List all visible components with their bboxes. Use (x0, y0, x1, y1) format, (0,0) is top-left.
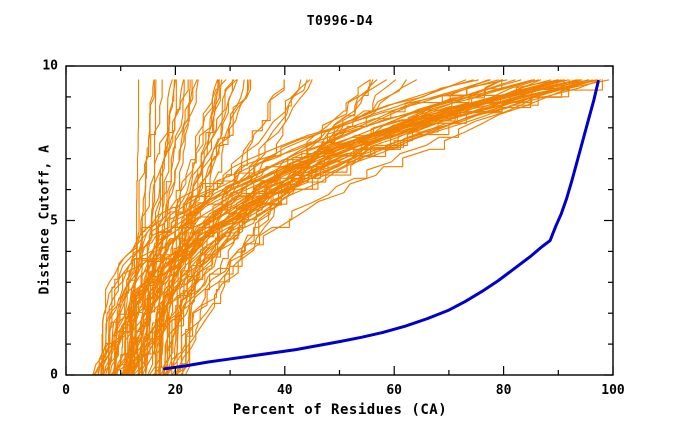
prediction-curve (174, 79, 552, 375)
axes-frame (65, 65, 614, 376)
prediction-curve (97, 79, 560, 375)
prediction-curve (116, 79, 199, 375)
prediction-curve (154, 79, 590, 375)
x-tick-label: 60 (386, 383, 403, 398)
prediction-curve (163, 79, 580, 375)
x-tick-label: 80 (495, 383, 512, 398)
prediction-curve (158, 79, 565, 375)
y-tick-label: 5 (50, 213, 58, 228)
prediction-curve (103, 79, 227, 375)
prediction-curves-layer (92, 79, 610, 375)
highlight-curve (162, 79, 600, 371)
prediction-curve (163, 79, 601, 375)
prediction-curve (141, 79, 579, 375)
prediction-curve (159, 79, 580, 375)
prediction-curve (123, 79, 177, 375)
prediction-curve (140, 79, 285, 375)
x-tick-label: 20 (167, 383, 184, 398)
y-tick-label: 0 (50, 367, 58, 383)
chart-title: T0996-D4 (306, 14, 374, 29)
prediction-curve (180, 79, 533, 375)
prediction-curve (130, 79, 569, 375)
prediction-curve (184, 79, 565, 375)
highlight-curve-layer (162, 79, 600, 371)
prediction-curve (108, 79, 508, 375)
x-tick-label: 100 (601, 383, 625, 398)
prediction-curve (137, 79, 198, 375)
x-tick-label: 40 (276, 383, 293, 398)
prediction-curve (182, 79, 578, 375)
prediction-curve (159, 79, 503, 375)
prediction-curve (110, 79, 599, 375)
x-tick-label: 0 (62, 383, 70, 398)
prediction-curve (165, 79, 570, 375)
prediction-curve (99, 79, 590, 375)
x-axis-label: Percent of Residues (CA) (232, 402, 448, 418)
prediction-curve (124, 79, 580, 375)
y-tick-label: 10 (42, 58, 58, 74)
